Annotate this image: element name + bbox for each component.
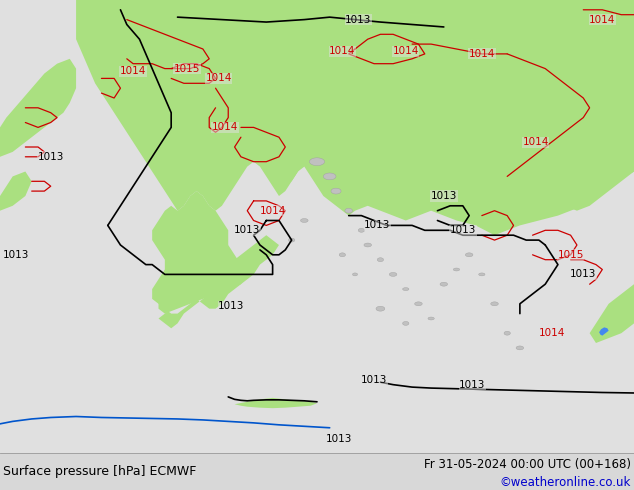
Text: 1014: 1014: [212, 122, 238, 132]
Polygon shape: [235, 398, 317, 408]
Polygon shape: [453, 268, 460, 271]
Polygon shape: [428, 317, 434, 320]
Text: 1014: 1014: [538, 328, 565, 338]
Text: Surface pressure [hPa] ECMWF: Surface pressure [hPa] ECMWF: [3, 465, 197, 478]
Text: 1014: 1014: [259, 206, 286, 216]
Polygon shape: [539, 74, 634, 211]
Text: 1014: 1014: [205, 74, 232, 83]
Text: 1013: 1013: [326, 434, 353, 443]
Polygon shape: [415, 302, 422, 306]
Text: 1013: 1013: [450, 225, 476, 235]
Polygon shape: [389, 272, 397, 276]
Text: 1013: 1013: [430, 191, 457, 201]
Polygon shape: [0, 59, 76, 157]
Text: Fr 31-05-2024 00:00 UTC (00+168): Fr 31-05-2024 00:00 UTC (00+168): [424, 458, 631, 471]
Polygon shape: [339, 253, 346, 257]
Text: 1015: 1015: [557, 250, 584, 260]
Polygon shape: [345, 208, 353, 213]
Polygon shape: [364, 243, 372, 247]
Polygon shape: [516, 346, 524, 350]
Polygon shape: [309, 158, 325, 166]
Text: 1013: 1013: [3, 250, 29, 260]
Polygon shape: [491, 302, 498, 306]
Text: 1013: 1013: [570, 270, 597, 279]
Text: 1015: 1015: [174, 64, 200, 74]
Text: 1013: 1013: [459, 380, 486, 390]
Text: 1013: 1013: [364, 220, 391, 230]
Text: 1014: 1014: [329, 47, 356, 56]
Polygon shape: [353, 273, 358, 276]
Polygon shape: [301, 219, 308, 222]
Polygon shape: [266, 132, 304, 186]
Text: 1014: 1014: [392, 47, 419, 56]
Text: 1013: 1013: [361, 375, 387, 385]
Text: 1014: 1014: [469, 49, 495, 59]
Polygon shape: [479, 273, 485, 276]
Text: 1013: 1013: [234, 225, 261, 235]
Polygon shape: [465, 253, 473, 257]
Polygon shape: [76, 0, 634, 235]
Polygon shape: [377, 258, 384, 262]
Polygon shape: [504, 331, 510, 335]
Text: ©weatheronline.co.uk: ©weatheronline.co.uk: [500, 476, 631, 489]
Text: 1014: 1014: [589, 15, 616, 24]
Polygon shape: [323, 173, 336, 180]
Polygon shape: [440, 282, 448, 286]
Polygon shape: [403, 288, 409, 291]
Polygon shape: [358, 228, 365, 232]
Polygon shape: [403, 321, 409, 325]
Polygon shape: [6, 118, 25, 137]
Text: 1013: 1013: [37, 152, 64, 162]
Polygon shape: [376, 306, 385, 311]
Bar: [0, 453, 634, 490]
Text: 1013: 1013: [218, 301, 245, 311]
Text: 1014: 1014: [120, 66, 146, 76]
Polygon shape: [331, 188, 341, 194]
Polygon shape: [152, 191, 279, 328]
Polygon shape: [590, 284, 634, 343]
Text: 1013: 1013: [345, 15, 372, 24]
Polygon shape: [158, 230, 247, 314]
Polygon shape: [599, 327, 609, 336]
Text: 1014: 1014: [522, 137, 549, 147]
Polygon shape: [288, 238, 295, 242]
Polygon shape: [0, 172, 32, 211]
